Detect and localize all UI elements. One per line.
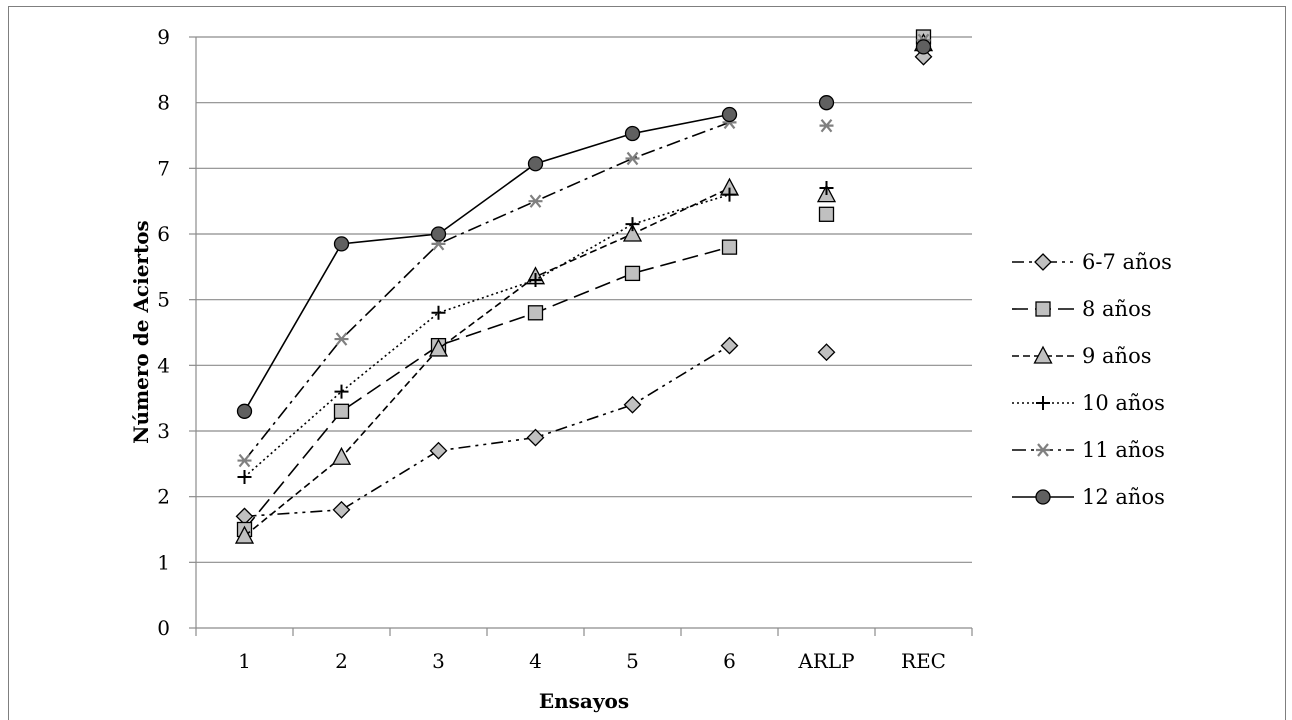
data-point	[721, 239, 738, 255]
y-tick-label: 6	[157, 222, 170, 246]
x-axis-title: Ensayos	[539, 689, 629, 713]
series-line	[243, 121, 730, 462]
x-tick-label: 3	[432, 649, 445, 673]
x-tick-label: 1	[238, 649, 251, 673]
data-point	[818, 95, 835, 111]
legend-marker	[1033, 345, 1053, 364]
legend-entry: 10 años	[1012, 391, 1165, 415]
series-5	[237, 33, 931, 468]
series-1	[235, 47, 933, 526]
data-point	[237, 453, 252, 468]
data-point	[818, 206, 835, 222]
data-point	[332, 500, 351, 519]
data-point	[430, 226, 447, 242]
legend-label: 11 años	[1082, 438, 1165, 462]
y-tick-label: 2	[157, 485, 170, 509]
x-tick-label: 4	[529, 649, 542, 673]
data-point	[720, 336, 739, 355]
series-line	[243, 193, 730, 478]
legend-marker	[1034, 253, 1052, 271]
data-point	[526, 428, 545, 447]
data-point	[624, 265, 641, 282]
series-line	[243, 113, 730, 412]
data-point	[622, 223, 643, 242]
legend-label: 10 años	[1082, 391, 1165, 415]
y-tick-label: 1	[157, 550, 170, 574]
data-point	[429, 441, 448, 460]
data-point	[528, 194, 543, 208]
legend-label: 12 años	[1082, 485, 1165, 509]
data-point	[237, 469, 252, 484]
y-tick-label: 3	[157, 419, 170, 443]
data-point	[333, 403, 350, 419]
y-axis-title: Número de Aciertos	[129, 220, 153, 444]
x-tick-label: 2	[335, 649, 348, 673]
data-point	[428, 338, 449, 357]
data-point	[625, 151, 640, 166]
x-tick-label: 6	[723, 649, 736, 673]
y-tick-label: 0	[157, 616, 170, 640]
data-point	[528, 272, 543, 287]
data-point	[817, 343, 836, 362]
data-point	[915, 39, 932, 55]
data-point	[721, 106, 738, 123]
chart-frame	[8, 6, 1286, 720]
series-group	[234, 29, 934, 544]
data-point	[333, 236, 350, 252]
legend-entry: 6-7 años	[1012, 250, 1172, 274]
y-tick-label: 9	[157, 25, 170, 49]
y-tick-label: 7	[157, 156, 170, 180]
y-tick-labels: 0 1 2 3 4 5 6 7 8 9	[157, 25, 170, 640]
data-point	[527, 305, 544, 321]
series-line	[244, 344, 730, 518]
gridlines	[196, 36, 972, 563]
series-6	[236, 39, 932, 419]
legend-marker	[1036, 443, 1050, 457]
series-line	[243, 246, 730, 531]
data-point	[624, 125, 641, 142]
legend-marker	[1035, 301, 1051, 317]
legend-label: 8 años	[1082, 297, 1152, 321]
legend-entry: 12 años	[1012, 485, 1165, 509]
legend-entry: 9 años	[1012, 344, 1152, 368]
x-tick-label: REC	[901, 649, 946, 673]
data-point	[431, 305, 446, 320]
legend-entry: 8 años	[1012, 297, 1152, 321]
legend-entry: 11 años	[1012, 438, 1165, 462]
axes	[189, 36, 973, 636]
legend-marker	[1036, 396, 1050, 410]
data-point	[819, 181, 834, 196]
legend: 6-7 años 8 años 9 años 10 años 11 años 12 año…	[1012, 250, 1172, 509]
series-3	[234, 33, 934, 544]
x-tick-label: ARLP	[797, 649, 854, 673]
data-point	[527, 156, 544, 172]
y-tick-label: 4	[157, 353, 170, 377]
data-point	[623, 395, 642, 414]
data-point	[334, 332, 349, 346]
y-tick-label: 5	[157, 288, 170, 312]
series-4	[237, 39, 931, 484]
series-line	[243, 187, 730, 537]
data-point	[819, 118, 834, 133]
legend-label: 6-7 años	[1082, 250, 1172, 274]
y-tick-label: 8	[157, 91, 170, 115]
x-tick-labels: 1 2 3 4 5 6 ARLP REC	[238, 649, 946, 673]
data-point	[236, 403, 253, 419]
x-tick-label: 5	[626, 649, 639, 673]
legend-marker	[1035, 489, 1051, 505]
data-point	[331, 446, 352, 465]
data-point	[334, 384, 349, 399]
legend-label: 9 años	[1082, 344, 1152, 368]
data-point	[234, 525, 255, 544]
data-point	[625, 217, 640, 232]
data-point	[722, 187, 737, 202]
